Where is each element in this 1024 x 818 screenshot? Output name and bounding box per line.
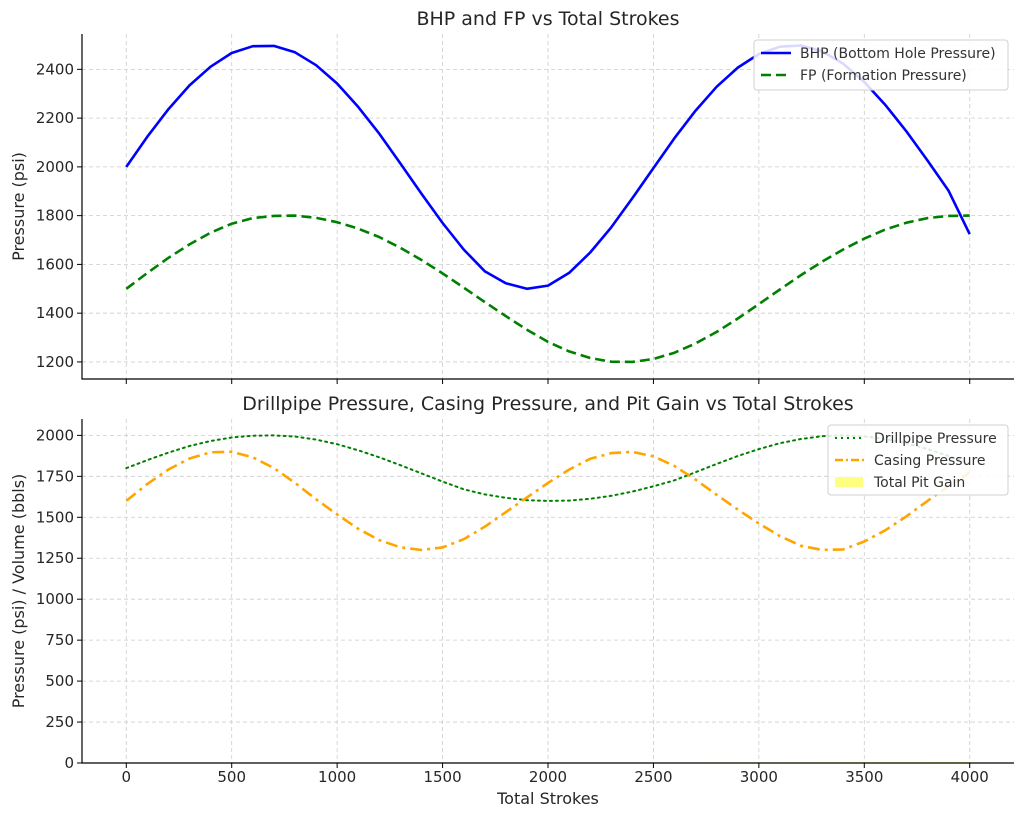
y-tick-label: 1600 bbox=[36, 255, 74, 273]
y-tick-label: 2400 bbox=[36, 60, 74, 78]
y-tick-label: 1400 bbox=[36, 304, 74, 322]
y-tick-label: 2000 bbox=[36, 426, 74, 444]
y-tick-label: 1800 bbox=[36, 207, 74, 225]
axes-spine bbox=[81, 34, 1014, 380]
y-tick-label: 250 bbox=[45, 713, 74, 731]
legend-box bbox=[827, 424, 1009, 496]
y-axis-label: Pressure (psi) / Volume (bbls) bbox=[9, 474, 28, 709]
y-tick-label: 1250 bbox=[36, 549, 74, 567]
bhp-fp-panel: 1200 1400 1600 1800 2000 2200 2400 BHP and FP v… bbox=[9, 8, 1014, 384]
x-axis-label: Total Strokes bbox=[496, 789, 599, 808]
y-axis-label: Pressure (psi) bbox=[9, 152, 28, 261]
x-tick-label: 2000 bbox=[529, 768, 567, 786]
x-tick-label: 2500 bbox=[634, 768, 672, 786]
x-tick-label: 4000 bbox=[951, 768, 989, 786]
y-tick-label: 1750 bbox=[36, 467, 74, 485]
x-tick-label: 500 bbox=[217, 768, 246, 786]
legend: Drillpipe Pressure Casing Pressure Total P… bbox=[827, 424, 1009, 496]
y-tick-label: 2200 bbox=[36, 109, 74, 127]
fp-formation-pressure-line bbox=[125, 214, 970, 364]
fp-formation-pressure-legend-label: FP (Formation Pressure) bbox=[800, 68, 967, 84]
pressure-pit-gain-panel: 0 500 1000 1500 2000 2500 3000 3500 4000 0 250 500 7… bbox=[9, 393, 1014, 808]
x-tick-label: 3500 bbox=[845, 768, 883, 786]
chart-title: BHP and FP vs Total Strokes bbox=[416, 8, 679, 30]
legend: BHP (Bottom Hole Pressure) FP (Formation … bbox=[753, 39, 1009, 91]
y-tick-label: 0 bbox=[64, 754, 74, 772]
x-tick-label: 3000 bbox=[740, 768, 778, 786]
y-tick-label: 750 bbox=[45, 631, 74, 649]
casing-pressure-line bbox=[125, 450, 971, 552]
casing-pressure-legend-label: Casing Pressure bbox=[874, 453, 986, 469]
chart-title: Drillpipe Pressure, Casing Pressure, and… bbox=[242, 393, 853, 415]
x-tick-label: 0 bbox=[122, 768, 132, 786]
total-pit-gain-legend-label: Total Pit Gain bbox=[873, 475, 965, 491]
y-tick-label: 1000 bbox=[36, 590, 74, 608]
x-tick-label: 1000 bbox=[318, 768, 356, 786]
y-tick-label: 500 bbox=[45, 672, 74, 690]
y-tick-label: 2000 bbox=[36, 158, 74, 176]
y-tick-label: 1500 bbox=[36, 508, 74, 526]
legend-box bbox=[753, 39, 1009, 91]
total-pit-gain-legend-swatch bbox=[835, 477, 863, 487]
y-tick-label: 1200 bbox=[36, 353, 74, 371]
drillpipe-pressure-legend-label: Drillpipe Pressure bbox=[874, 431, 997, 447]
bhp-bottom-hole-pressure-legend-label: BHP (Bottom Hole Pressure) bbox=[800, 46, 996, 62]
x-tick-label: 1500 bbox=[423, 768, 461, 786]
